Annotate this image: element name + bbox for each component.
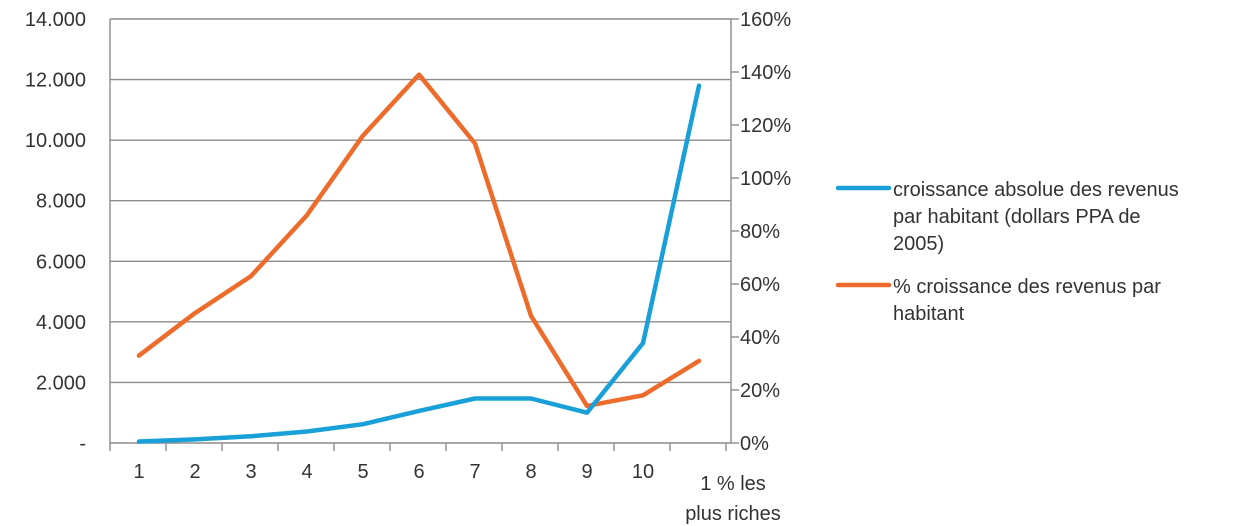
series-line-percent-growth: [136, 72, 702, 409]
x-tick-label: 6: [413, 461, 424, 483]
x-axis-tick-labels: 1 2 3 4 5 6 7 8 9 10 1 % les plus riches: [133, 461, 780, 525]
left-axis-tick-labels: - 2.000 4.000 6.000 8.000 10.000 12.000 14.000: [25, 9, 86, 455]
right-tick-label: 160%: [740, 9, 791, 31]
left-tick-label: 14.000: [25, 9, 86, 31]
x-tick-label: 1: [133, 461, 144, 483]
right-tick-label: 100%: [740, 168, 791, 190]
x-tick-label: 10: [632, 461, 654, 483]
right-tick-label: 0%: [740, 433, 769, 455]
legend-label: % croissance des revenus par habitant: [893, 276, 1161, 325]
x-tick-label: 9: [581, 461, 592, 483]
x-tick-label: 2: [189, 461, 200, 483]
axes: [109, 18, 739, 451]
series-lines: [136, 72, 702, 444]
legend-label: croissance absolue des revenus par habita…: [893, 179, 1179, 255]
series-line-absolute-growth: [136, 83, 702, 444]
left-tick-label: 6.000: [36, 251, 86, 273]
left-tick-label: 2.000: [36, 372, 86, 394]
right-tick-label: 80%: [740, 221, 780, 243]
left-tick-label: -: [79, 433, 86, 455]
left-tick-label: 8.000: [36, 191, 86, 213]
x-tick-label: 1 % les plus riches: [685, 473, 781, 525]
x-tick-label: 3: [245, 461, 256, 483]
x-tick-label: 7: [469, 461, 480, 483]
right-tick-label: 120%: [740, 115, 791, 137]
right-tick-label: 20%: [740, 380, 780, 402]
x-tick-label: 5: [357, 461, 368, 483]
x-tick-label: 8: [525, 461, 536, 483]
right-axis-tick-labels: 0% 20% 40% 60% 80% 100% 120% 140% 160%: [740, 9, 791, 455]
left-tick-label: 10.000: [25, 130, 86, 152]
legend: croissance absolue des revenus par habita…: [835, 179, 1179, 325]
left-tick-label: 4.000: [36, 312, 86, 334]
right-tick-label: 140%: [740, 62, 791, 84]
right-tick-label: 60%: [740, 274, 780, 296]
x-tick-label: 4: [301, 461, 312, 483]
right-tick-label: 40%: [740, 327, 780, 349]
left-tick-label: 12.000: [25, 70, 86, 92]
